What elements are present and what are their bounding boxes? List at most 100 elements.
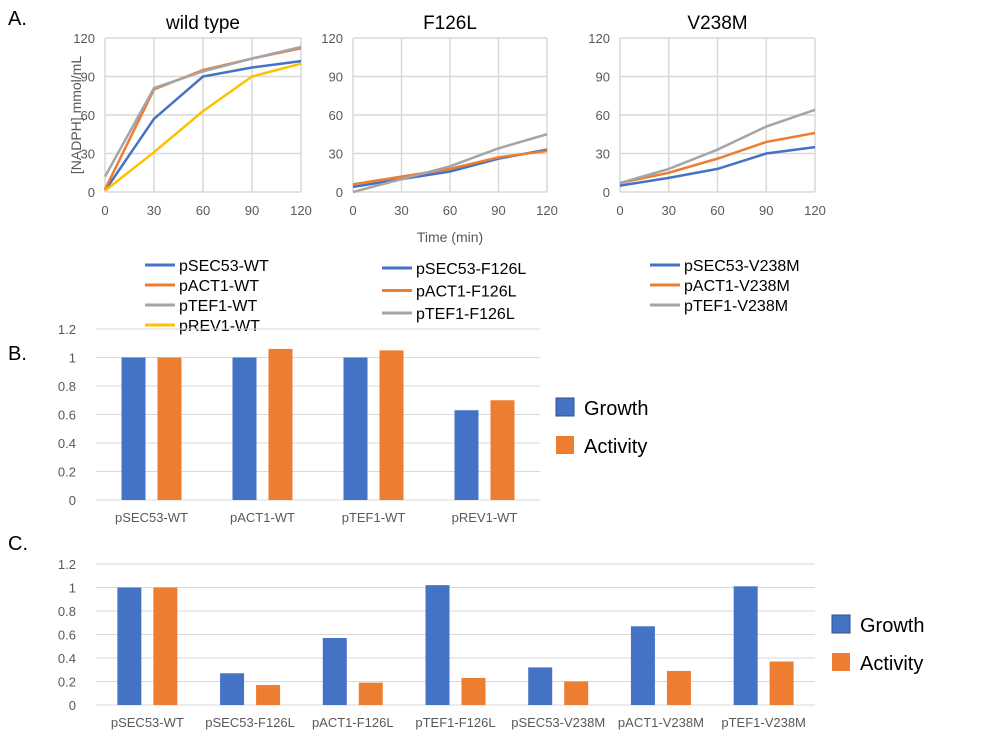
bar-activity: [379, 350, 404, 500]
series-line: [352, 133, 548, 194]
y-tick-label: 0.6: [58, 408, 76, 423]
y-tick-label: 0.2: [58, 465, 76, 480]
x-tick-label: 30: [662, 203, 676, 218]
y-tick-label: 120: [588, 31, 610, 46]
y-tick-label: 0: [69, 493, 76, 508]
bar-activity: [256, 685, 281, 705]
legend-swatch: [832, 653, 850, 671]
series-line: [619, 108, 816, 185]
x-tick-label: pSEC53-F126L: [205, 715, 295, 730]
y-tick-label: 90: [81, 70, 95, 85]
chart-title: wild type: [165, 13, 240, 34]
y-tick-label: 0.4: [58, 651, 76, 666]
y-tick-label: 1: [69, 581, 76, 596]
legend-label: pTEF1-F126L: [416, 306, 515, 323]
series-line: [103, 45, 302, 178]
x-tick-label: 120: [290, 203, 312, 218]
series-line: [352, 149, 548, 186]
legend-label: Growth: [860, 615, 924, 637]
legend-label: pACT1-WT: [179, 278, 259, 295]
y-tick-label: 0.8: [58, 379, 76, 394]
legend-label: Activity: [860, 653, 923, 675]
x-tick-label: 120: [804, 203, 826, 218]
x-tick-label: 0: [101, 203, 108, 218]
x-tick-label: pTEF1-V238M: [721, 715, 806, 730]
legend-swatch: [831, 614, 851, 634]
y-tick-label: 30: [81, 147, 95, 162]
y-tick-label: 30: [596, 147, 610, 162]
x-tick-label: 0: [349, 203, 356, 218]
panel-label-c: C.: [8, 533, 28, 555]
legend-label: Growth: [584, 398, 648, 420]
series-line: [619, 145, 816, 187]
x-tick-label: 90: [245, 203, 259, 218]
x-tick-label: pACT1-V238M: [618, 715, 704, 730]
legend-label: pACT1-V238M: [684, 278, 790, 295]
legend-label: pSEC53-V238M: [684, 258, 800, 275]
legend-label: pSEC53-F126L: [416, 261, 526, 278]
y-tick-label: 1.2: [58, 322, 76, 337]
x-tick-label: pSEC53-WT: [115, 510, 188, 525]
y-tick-label: 60: [81, 108, 95, 123]
y-tick-label: 30: [329, 147, 343, 162]
y-tick-label: 0.8: [58, 604, 76, 619]
series-line: [619, 131, 816, 185]
x-tick-label: pACT1-WT: [230, 510, 295, 525]
bar-activity: [769, 661, 794, 705]
bar-growth: [630, 626, 655, 705]
series-line: [103, 59, 302, 192]
bar-growth: [322, 638, 347, 705]
x-tick-label: 60: [443, 203, 457, 218]
panel-label-a: A.: [8, 8, 27, 30]
x-tick-label: pTEF1-F126L: [415, 715, 495, 730]
bar-activity: [268, 348, 293, 500]
series-line: [104, 62, 302, 192]
y-tick-label: 0: [69, 698, 76, 713]
y-tick-label: 120: [321, 31, 343, 46]
y-tick-label: 120: [73, 31, 95, 46]
bar-growth: [425, 585, 450, 705]
x-tick-label: pSEC53-WT: [111, 715, 184, 730]
y-tick-label: 90: [596, 70, 610, 85]
x-tick-label: 30: [147, 203, 161, 218]
legend-swatch: [556, 436, 574, 454]
x-tick-label: 30: [394, 203, 408, 218]
bar-growth: [232, 357, 257, 500]
y-tick-label: 0: [88, 185, 95, 200]
x-tick-label: 0: [616, 203, 623, 218]
bar-growth: [454, 410, 479, 500]
x-axis-label: Time (min): [417, 229, 483, 245]
bar-growth: [528, 667, 553, 705]
x-tick-label: pTEF1-WT: [342, 510, 406, 525]
legend-label: Activity: [584, 436, 647, 458]
bar-growth: [220, 673, 245, 705]
x-tick-label: 90: [491, 203, 505, 218]
legend-swatch: [555, 397, 575, 417]
y-tick-label: 1.2: [58, 557, 76, 572]
y-tick-label: 0: [336, 185, 343, 200]
bar-activity: [490, 400, 515, 500]
bar-activity: [666, 670, 691, 705]
y-tick-label: 1: [69, 351, 76, 366]
x-tick-label: pREV1-WT: [452, 510, 518, 525]
bar-growth: [121, 357, 146, 500]
x-tick-label: pACT1-F126L: [312, 715, 394, 730]
y-tick-label: 90: [329, 70, 343, 85]
y-tick-label: 0.6: [58, 628, 76, 643]
panel-label-b: B.: [8, 343, 27, 365]
x-tick-label: 120: [536, 203, 558, 218]
y-tick-label: 0.4: [58, 436, 76, 451]
bar-activity: [564, 681, 589, 705]
y-tick-label: 60: [329, 108, 343, 123]
bar-activity: [358, 682, 383, 705]
chart-title: V238M: [687, 13, 747, 34]
bar-growth: [117, 587, 142, 705]
bar-growth: [343, 357, 368, 500]
legend-label: pACT1-F126L: [416, 284, 517, 301]
y-axis-label: [NADPH] mmol/mL: [68, 56, 84, 174]
legend-label: pTEF1-V238M: [684, 298, 788, 315]
bar-activity: [157, 357, 182, 500]
x-tick-label: pSEC53-V238M: [511, 715, 605, 730]
